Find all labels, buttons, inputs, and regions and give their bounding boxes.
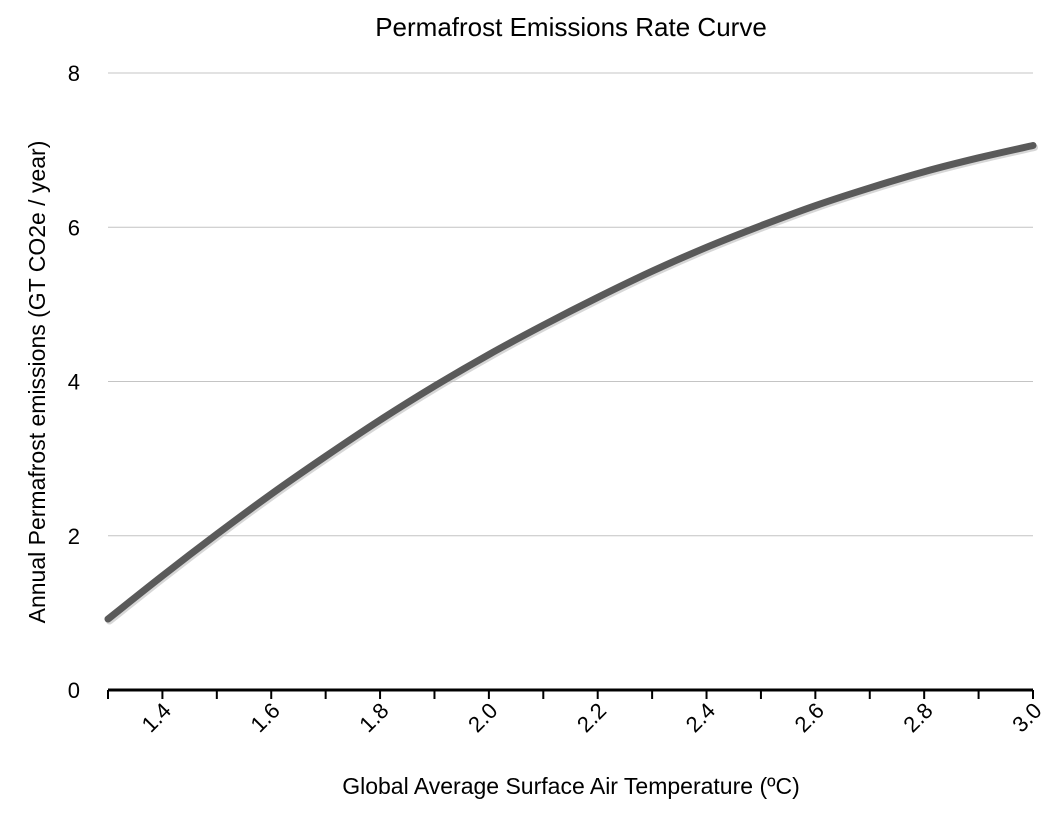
y-tick-label: 0 [68, 678, 80, 703]
y-tick-label: 8 [68, 61, 80, 86]
x-tick-labels: 1.4 1.6 1.8 2.0 2.2 2.4 2.6 2.8 3.0 [137, 698, 1047, 737]
y-tick-label: 4 [68, 370, 80, 395]
chart-title: Permafrost Emissions Rate Curve [375, 12, 767, 42]
x-tick-label: 2.6 [790, 698, 829, 737]
x-tick-label: 2.0 [463, 698, 502, 737]
gridlines [108, 72, 1033, 537]
x-axis-label: Global Average Surface Air Temperature (… [342, 773, 800, 799]
y-tick-label: 2 [68, 524, 80, 549]
y-axis-label: Annual Permafrost emissions (GT CO2e / y… [24, 141, 50, 624]
x-tick-label: 1.4 [137, 698, 176, 737]
x-tick-label: 3.0 [1007, 698, 1046, 737]
y-tick-label: 6 [68, 215, 80, 240]
series-line [104, 142, 1037, 623]
y-tick-labels: 0 2 4 6 8 [68, 61, 80, 703]
x-tick-label: 2.2 [572, 698, 611, 737]
axes [107, 688, 1034, 699]
x-tick-label: 2.4 [681, 698, 720, 737]
curve-layer [104, 142, 1038, 625]
x-tick-label: 2.8 [898, 698, 937, 737]
x-tick-label: 1.8 [354, 698, 393, 737]
series-line-shadow [106, 144, 1038, 625]
x-tick-label: 1.6 [245, 698, 284, 737]
